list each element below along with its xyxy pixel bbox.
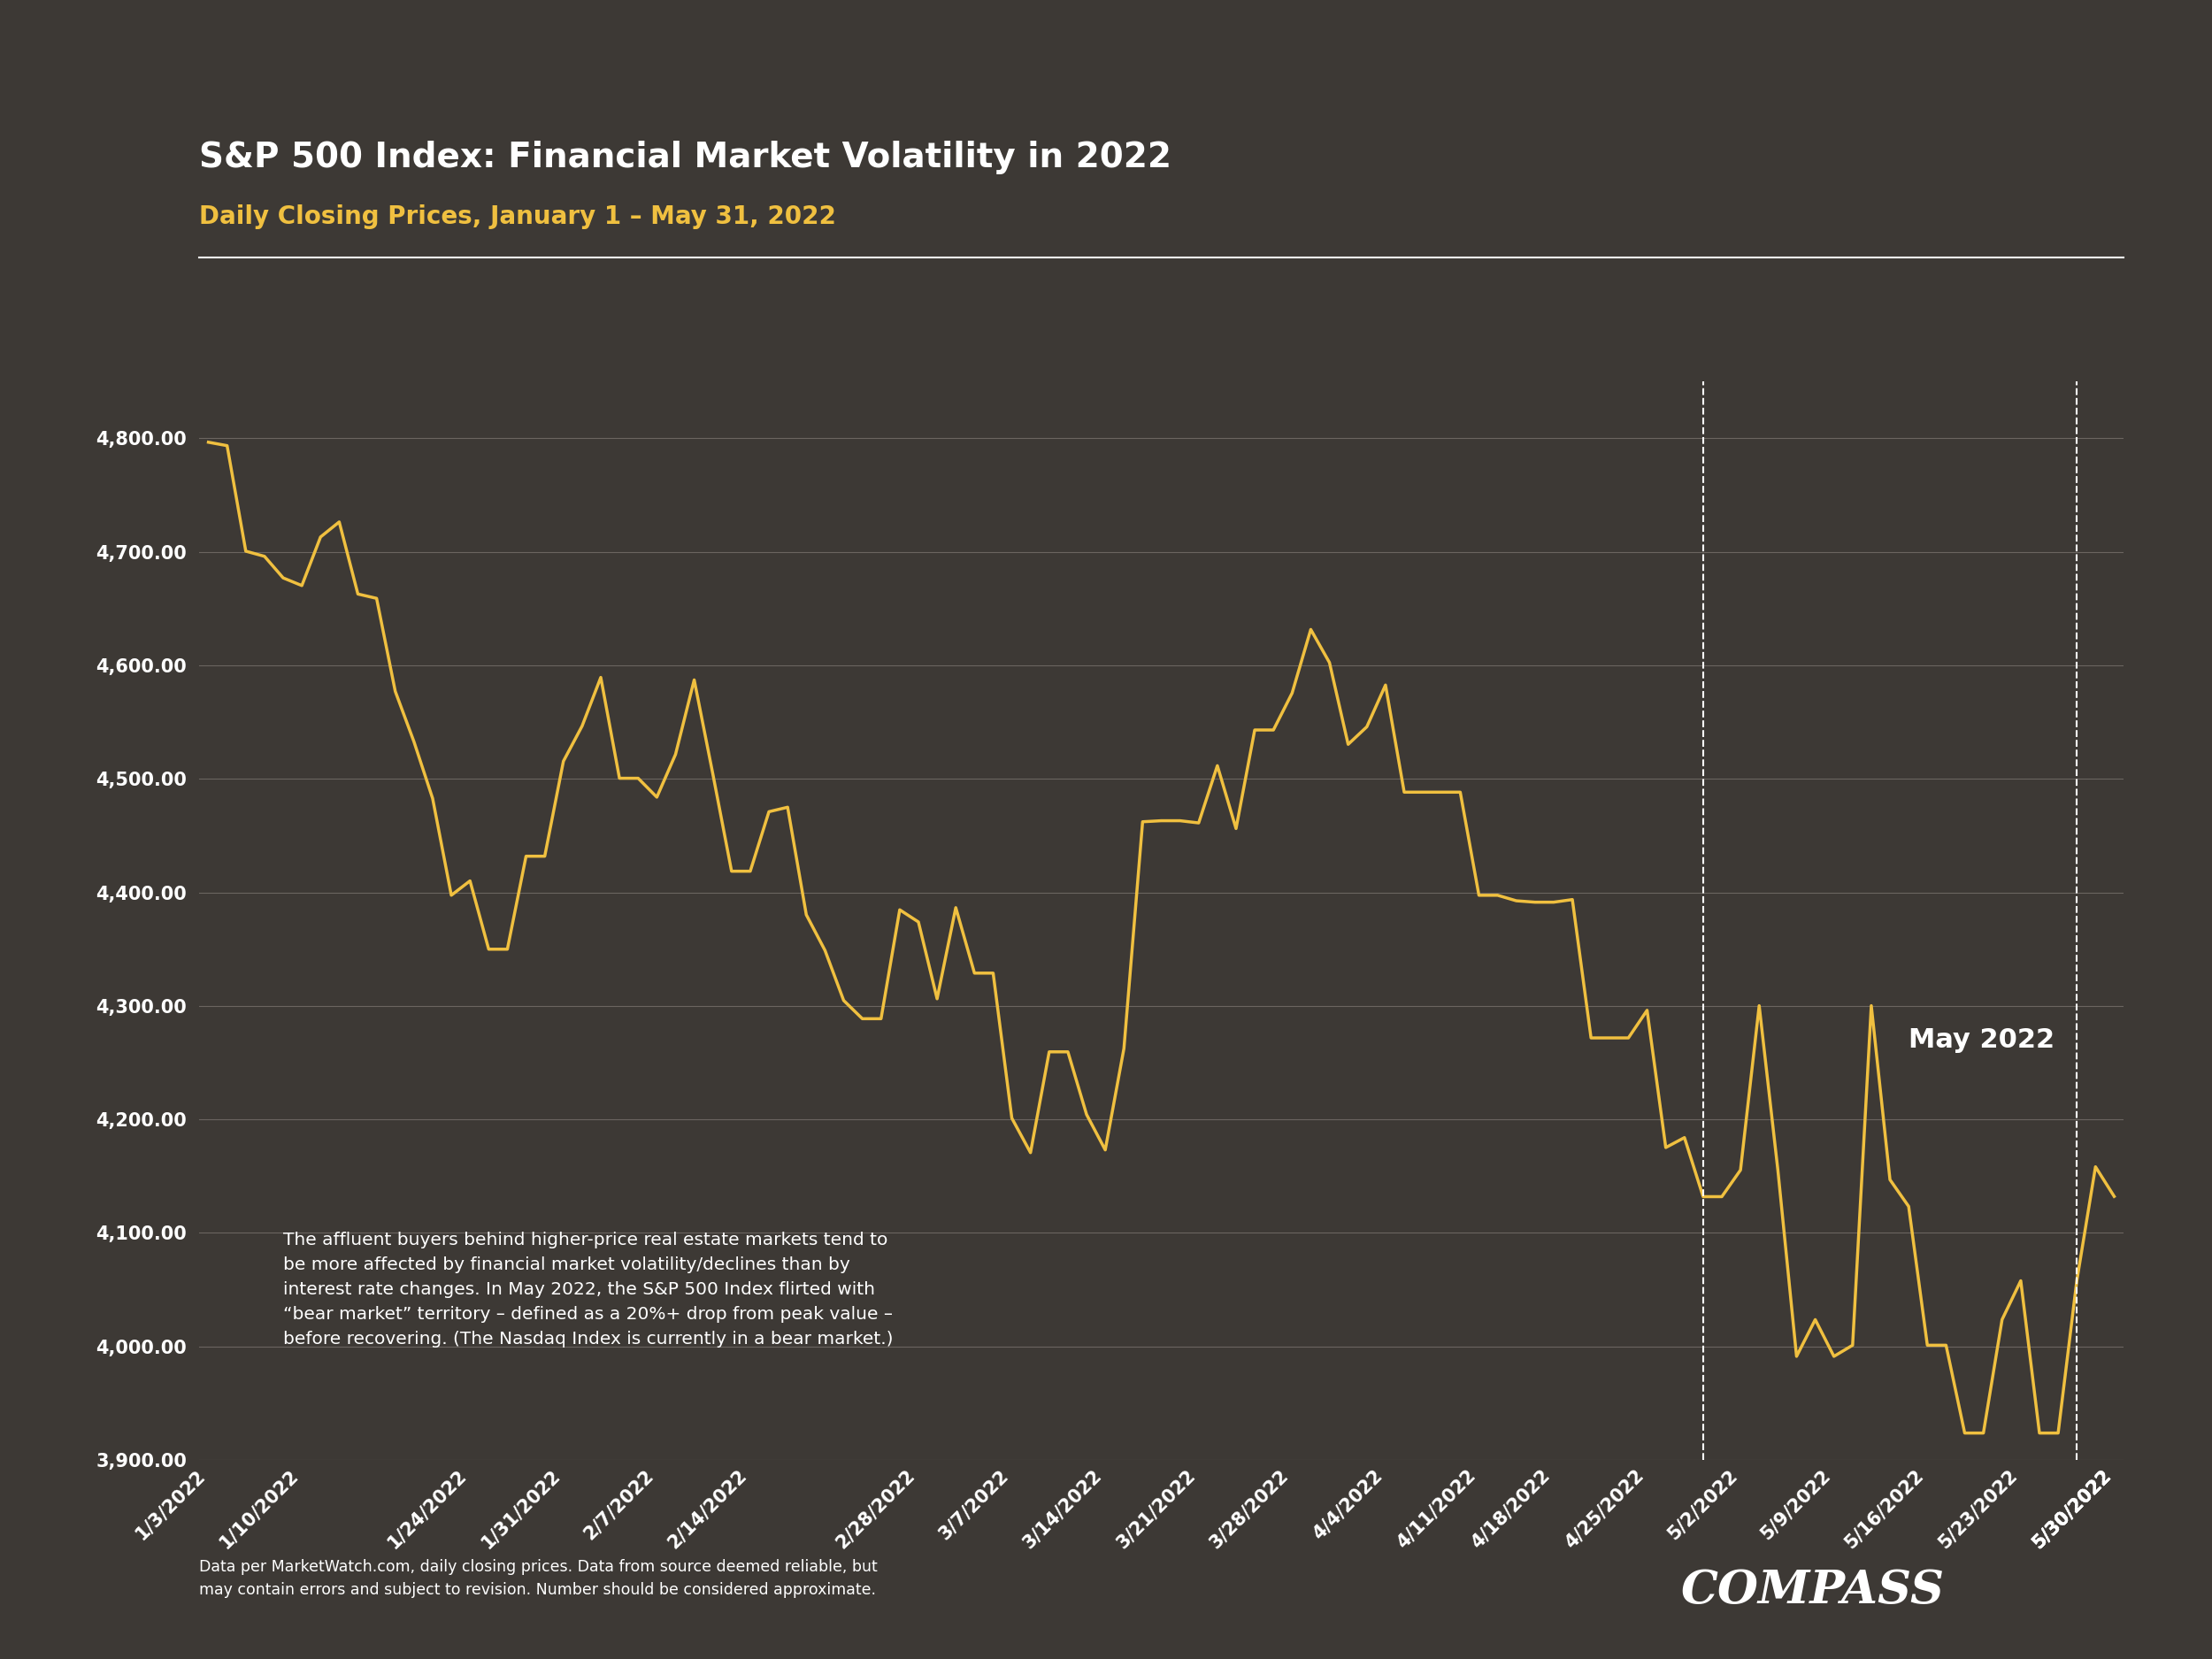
Text: May 2022: May 2022 <box>1909 1027 2055 1053</box>
Text: The affluent buyers behind higher-price real estate markets tend to
be more affe: The affluent buyers behind higher-price … <box>283 1231 894 1347</box>
Text: COMPASS: COMPASS <box>1681 1568 1944 1613</box>
Text: S&P 500 Index: Financial Market Volatility in 2022: S&P 500 Index: Financial Market Volatili… <box>199 141 1172 174</box>
Text: Daily Closing Prices, January 1 – May 31, 2022: Daily Closing Prices, January 1 – May 31… <box>199 204 836 229</box>
Text: Data per MarketWatch.com, daily closing prices. Data from source deemed reliable: Data per MarketWatch.com, daily closing … <box>199 1559 878 1598</box>
